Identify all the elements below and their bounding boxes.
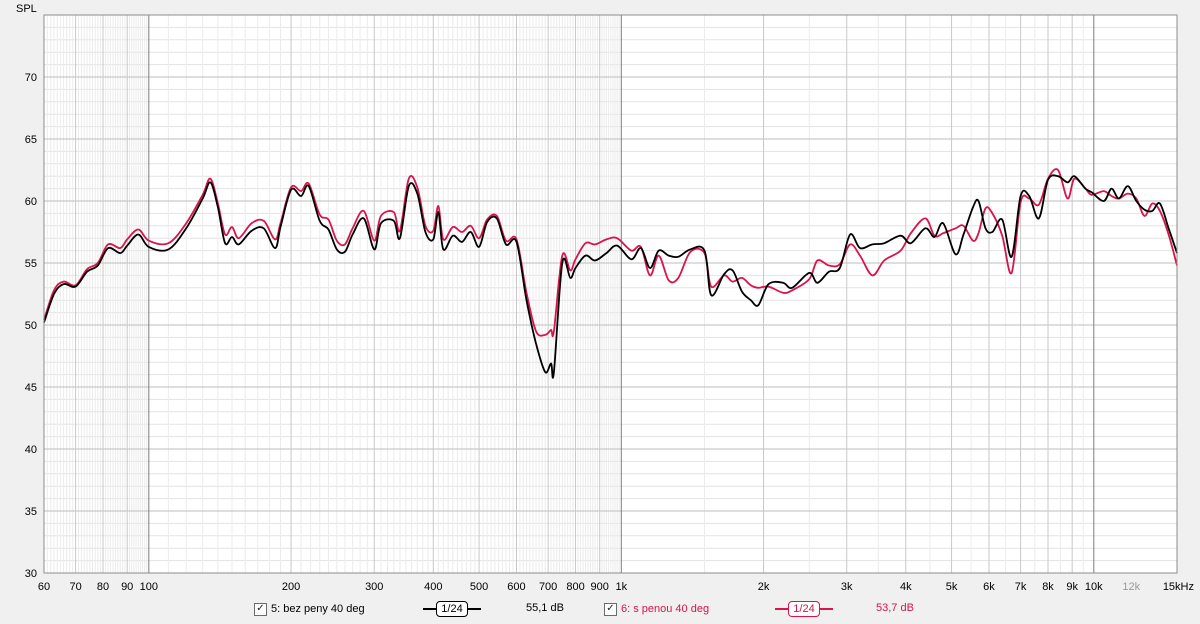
x-tick-label: 15kHz (1163, 581, 1194, 593)
x-tick-label: 90 (121, 581, 133, 593)
x-tick-label: 7k (1015, 581, 1027, 593)
series-line-5 (43, 174, 1178, 379)
series-line-6 (43, 168, 1178, 338)
x-tick-label: 900 (591, 581, 609, 593)
series-5-checkbox[interactable]: ✓ (254, 602, 267, 616)
y-tick-label: 55 (25, 258, 37, 270)
y-axis-label: SPL (16, 3, 37, 15)
series-6-smoothing-value: 1/24 (788, 601, 820, 617)
x-tick-label: 5k (946, 581, 958, 593)
x-tick-label: 4k (900, 581, 912, 593)
x-tick-label: 10k (1085, 581, 1103, 593)
y-tick-label: 30 (25, 568, 37, 580)
y-tick-label: 35 (25, 506, 37, 518)
x-axis-tick-labels: 60 70 80 90 100 200 300 400 500 600 700 800 900 1k 2k 3… (38, 581, 1194, 593)
series-6-value: 53,7 dB (876, 602, 914, 614)
legend: ✓ 5: bez peny 40 deg 1/24 55,1 dB ✓ 6: s… (0, 598, 1200, 620)
series-6-label: 6: s penou 40 deg (621, 603, 710, 615)
x-tick-label: 60 (38, 581, 50, 593)
x-tick-label: 3k (841, 581, 853, 593)
x-tick-label: 1k (615, 581, 627, 593)
x-tick-label: 8k (1042, 581, 1054, 593)
x-tick-label: 200 (282, 581, 300, 593)
series-6-smoothing-control[interactable]: 1/24 (775, 600, 834, 618)
grid-minor (44, 15, 1178, 573)
series-5-label: 5: bez peny 40 deg (271, 603, 365, 615)
y-tick-label: 70 (25, 72, 37, 84)
x-tick-label: 500 (470, 581, 488, 593)
series-5-smoothing-value: 1/24 (436, 601, 468, 617)
y-tick-label: 45 (25, 382, 37, 394)
legend-item-series-5[interactable]: ✓ 5: bez peny 40 deg (254, 598, 365, 620)
plot-border (43, 14, 1178, 574)
y-tick-label: 60 (25, 196, 37, 208)
x-tick-label: 12k (1122, 581, 1140, 593)
series-5-smoothing-control[interactable]: 1/24 (423, 600, 482, 618)
series-6-checkbox[interactable]: ✓ (604, 602, 617, 616)
y-tick-label: 65 (25, 134, 37, 146)
x-tick-label: 400 (424, 581, 442, 593)
x-tick-label: 70 (70, 581, 82, 593)
x-tick-label: 700 (539, 581, 557, 593)
x-tick-label: 300 (365, 581, 383, 593)
series-5-value: 55,1 dB (526, 602, 564, 614)
series-layer (43, 168, 1178, 379)
frequency-response-chart: 30 35 40 45 50 55 60 65 70 60 70 80 90 100 200 300 400 5… (16, 3, 1194, 593)
y-tick-label: 50 (25, 320, 37, 332)
x-tick-label: 9k (1066, 581, 1078, 593)
x-tick-label: 600 (507, 581, 525, 593)
legend-item-series-6[interactable]: ✓ 6: s penou 40 deg (604, 598, 709, 620)
x-tick-label: 80 (97, 581, 109, 593)
x-tick-label: 800 (566, 581, 584, 593)
y-axis-tick-labels: 30 35 40 45 50 55 60 65 70 (25, 72, 37, 580)
x-tick-label: 2k (758, 581, 770, 593)
x-tick-label: 100 (140, 581, 158, 593)
y-tick-label: 40 (25, 444, 37, 456)
x-tick-label: 6k (983, 581, 995, 593)
